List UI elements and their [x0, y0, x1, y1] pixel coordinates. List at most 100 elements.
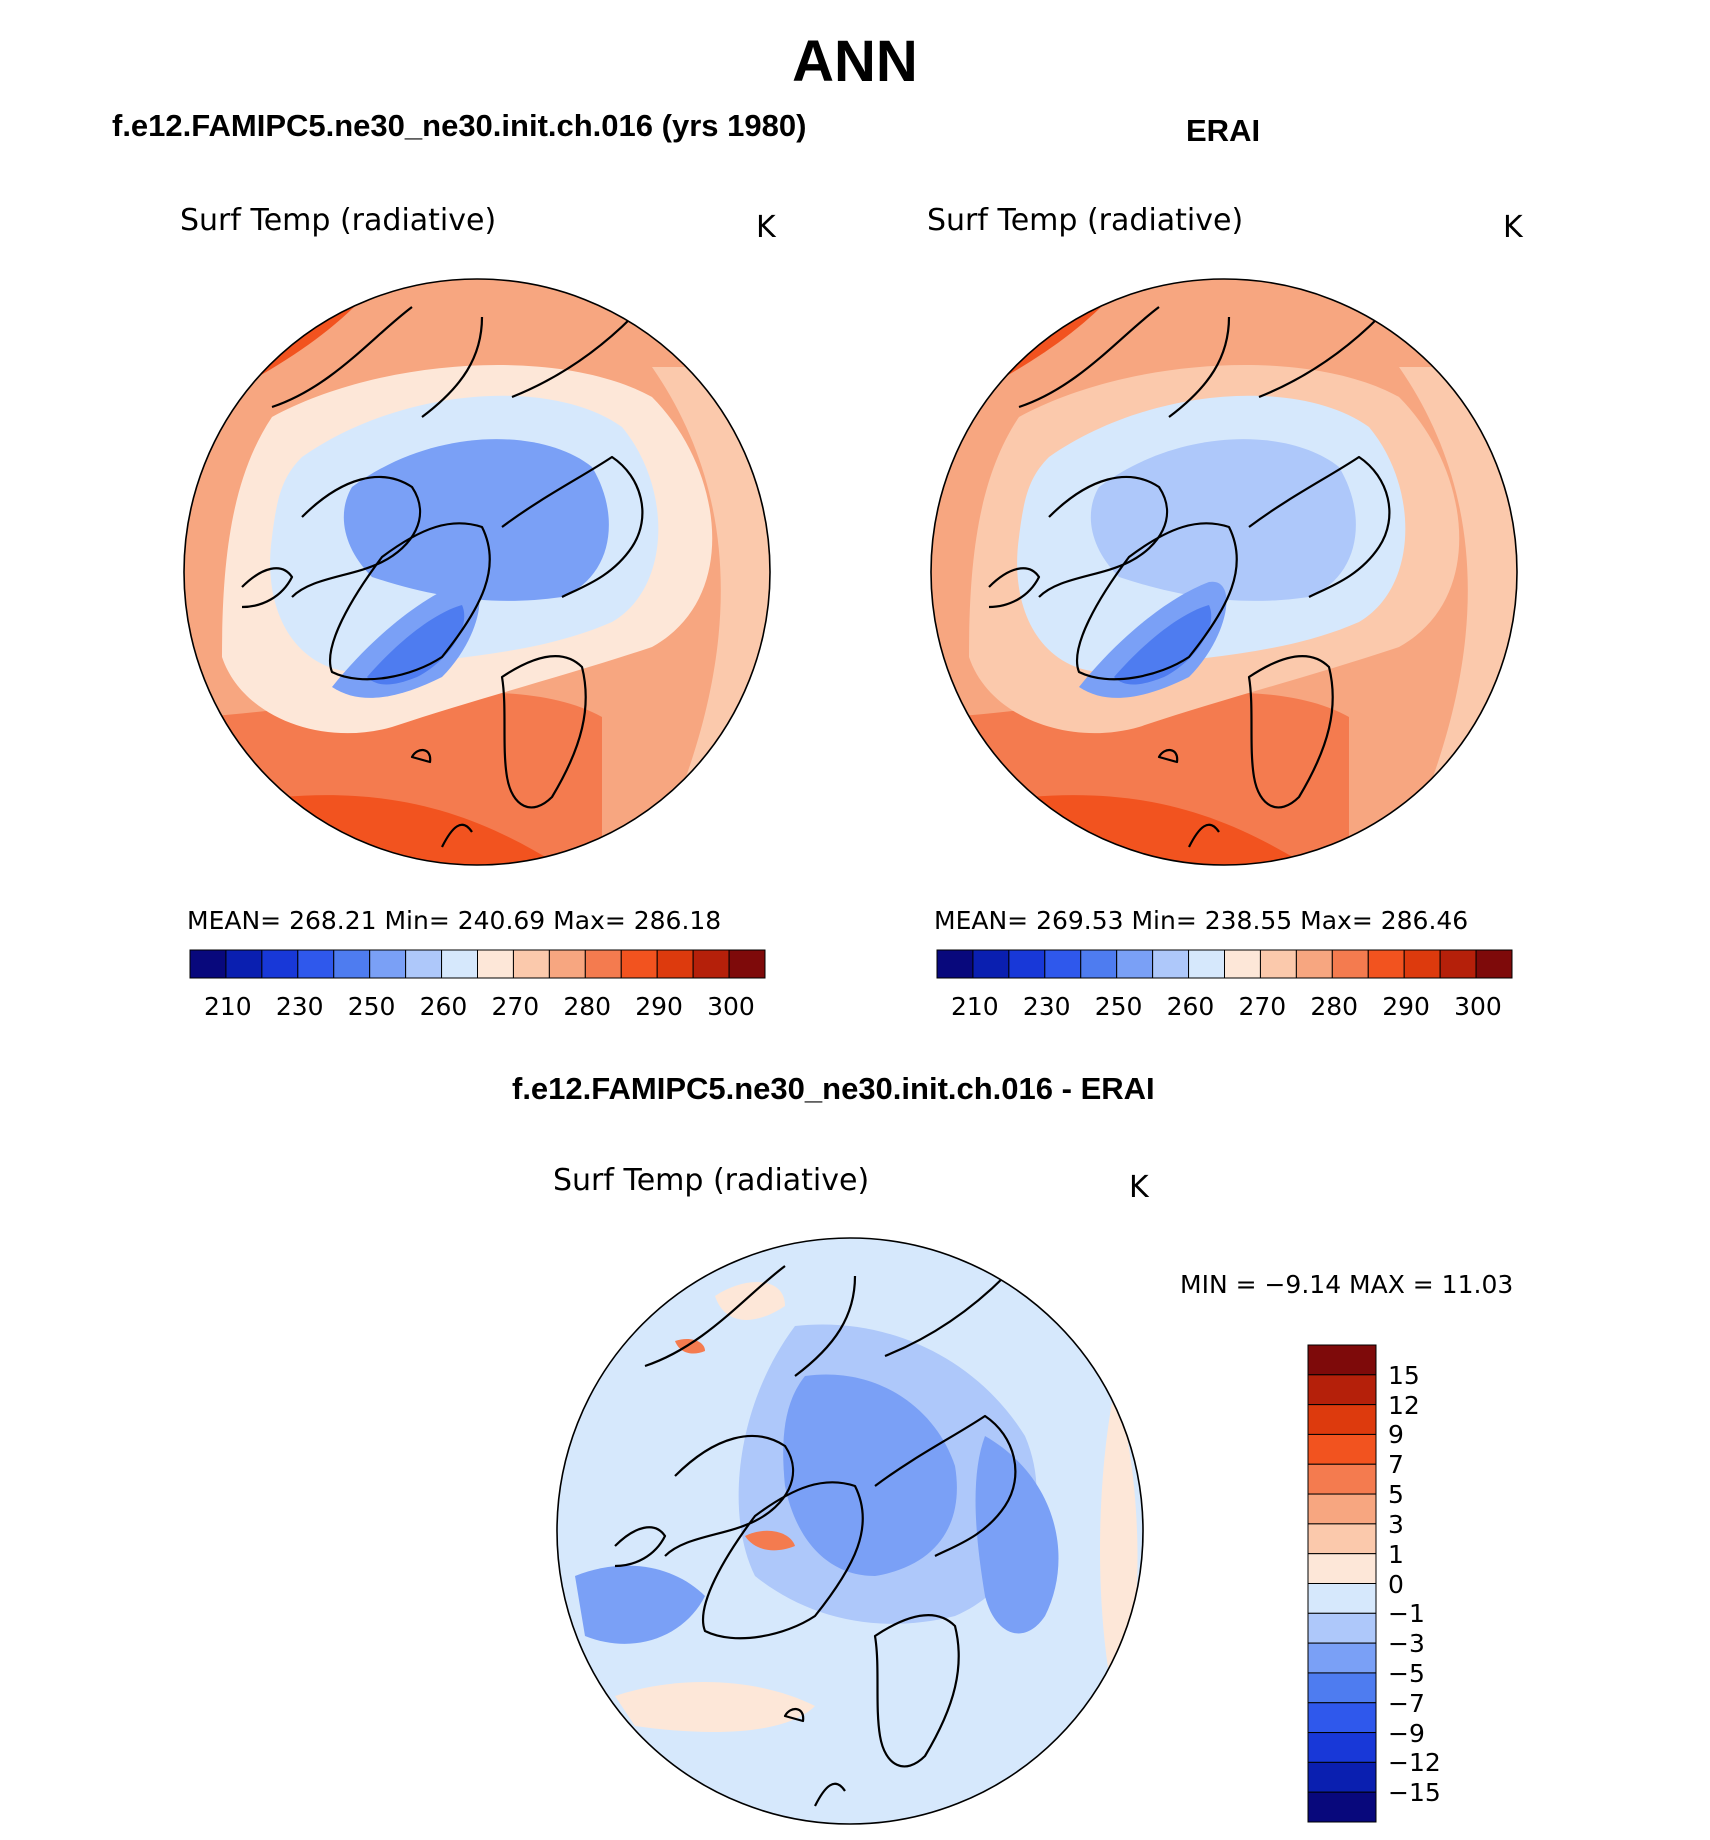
colorbar-tick-label: 300 [1454, 992, 1502, 1021]
field-band [783, 1374, 957, 1576]
colorbar-tick-label: 1 [1388, 1539, 1404, 1569]
obs-colorbar [936, 949, 1513, 979]
field-band [1090, 439, 1356, 601]
colorbar-swatch [1307, 1404, 1377, 1435]
colorbar-tick-label: −7 [1388, 1688, 1425, 1718]
colorbar-swatch [1475, 949, 1513, 979]
colorbar-tick-label: −12 [1388, 1748, 1441, 1778]
colorbar-tick-label: 270 [491, 992, 540, 1021]
colorbar-swatch [1152, 949, 1190, 979]
diff-minmax: MIN = −9.14 MAX = 11.03 [1180, 1270, 1514, 1299]
colorbar-tick-label: 250 [347, 992, 396, 1021]
coastlines [241, 306, 644, 848]
coastline [874, 1414, 1017, 1557]
model-variable-label: Surf Temp (radiative) [180, 203, 497, 238]
field-band [575, 1565, 705, 1644]
colorbar-tick-label: −15 [1388, 1778, 1441, 1808]
field-band [367, 605, 465, 685]
field-band [745, 1530, 795, 1551]
map-field [184, 279, 770, 865]
colorbar-tick-label: 9 [1388, 1420, 1404, 1450]
colorbar-swatch [1307, 1493, 1377, 1525]
colorbar-swatch [548, 949, 586, 979]
coastline [873, 1614, 960, 1768]
colorbar-swatch [584, 949, 622, 979]
model-subtitle: f.e12.FAMIPC5.ne30_ne30.init.ch.016 (yrs… [112, 108, 807, 143]
field-band [615, 1682, 815, 1732]
colorbar-swatch [1331, 949, 1369, 979]
colorbar-swatch [1188, 949, 1225, 979]
colorbar-tick-label: 15 [1388, 1360, 1420, 1390]
colorbar-swatch [1403, 949, 1441, 979]
map-border [183, 278, 771, 866]
colorbar-swatch [1116, 949, 1154, 979]
coastline [988, 567, 1041, 609]
obs-stats: MEAN= 269.53 Min= 238.55 Max= 286.46 [934, 906, 1469, 935]
colorbar-swatch [1307, 1672, 1377, 1704]
coastline [1248, 455, 1391, 598]
map-field [557, 1238, 1143, 1824]
colorbar-tick-label: 0 [1388, 1569, 1404, 1599]
colorbar-swatch [297, 949, 335, 979]
map-border [556, 1237, 1144, 1825]
coastline [1247, 655, 1334, 809]
colorbar-swatch [1307, 1583, 1377, 1614]
colorbar-swatch [1307, 1612, 1377, 1644]
colorbar-tick-label: 7 [1388, 1450, 1404, 1480]
diff-variable-label: Surf Temp (radiative) [553, 1163, 870, 1198]
colorbar-tick-label: 230 [1022, 992, 1071, 1021]
model-colorbar [189, 949, 766, 979]
colorbar-tick-label: 5 [1388, 1480, 1404, 1510]
coastlines [988, 306, 1391, 848]
colorbar-tick-label: 210 [950, 992, 999, 1021]
colorbar-tick-label: 260 [1166, 992, 1215, 1021]
colorbar-swatch [1044, 949, 1082, 979]
obs-subtitle: ERAI [1186, 113, 1261, 148]
colorbar-tick-label: 260 [419, 992, 468, 1021]
colorbar-tick-label: −9 [1388, 1718, 1425, 1748]
field-band [1114, 605, 1212, 685]
colorbar-tick-label: 3 [1388, 1509, 1404, 1539]
coastline [702, 1481, 864, 1640]
colorbar-swatch [1307, 1344, 1377, 1376]
obs-variable-label: Surf Temp (radiative) [927, 203, 1244, 238]
colorbar-swatch [1307, 1374, 1377, 1406]
colorbar-swatch [936, 949, 974, 979]
colorbar-swatch [1307, 1761, 1377, 1793]
colorbar-tick-label: 270 [1238, 992, 1287, 1021]
colorbar-tick-label: 300 [707, 992, 755, 1021]
model-polar-map [183, 278, 771, 866]
main-title: ANN [792, 29, 918, 94]
colorbar-swatch [1307, 1553, 1377, 1584]
colorbar-tick-label: 230 [275, 992, 324, 1021]
colorbar-tick-label: 280 [563, 992, 612, 1021]
colorbar-swatch [1307, 1523, 1377, 1555]
field-band [675, 1339, 705, 1354]
colorbar-swatch [225, 949, 263, 979]
colorbar-swatch [620, 949, 658, 979]
colorbar-swatch [656, 949, 694, 979]
colorbar-swatch [1307, 1732, 1377, 1763]
map-border [930, 278, 1518, 866]
colorbar-swatch [1259, 949, 1297, 979]
colorbar-swatch [1080, 949, 1118, 979]
colorbar-swatch [972, 949, 1010, 979]
colorbar-tick-label: 290 [1382, 992, 1430, 1021]
colorbar-tick-label: 210 [203, 992, 252, 1021]
coastline [500, 655, 587, 809]
colorbar-swatch [512, 949, 550, 979]
coastlines [614, 1265, 1017, 1807]
diff-subtitle: f.e12.FAMIPC5.ne30_ne30.init.ch.016 - ER… [512, 1071, 1155, 1106]
colorbar-swatch [692, 949, 730, 979]
model-units-label: K [756, 210, 776, 245]
colorbar-swatch [728, 949, 766, 979]
colorbar-swatch [1224, 949, 1261, 979]
coastline [1038, 475, 1169, 598]
colorbar-swatch [1439, 949, 1477, 979]
colorbar-swatch [405, 949, 443, 979]
colorbar-swatch [261, 949, 299, 979]
diff-polar-map [556, 1237, 1144, 1825]
colorbar-tick-label: 280 [1310, 992, 1359, 1021]
colorbar-swatch [1367, 949, 1405, 979]
coastline [1018, 306, 1380, 418]
